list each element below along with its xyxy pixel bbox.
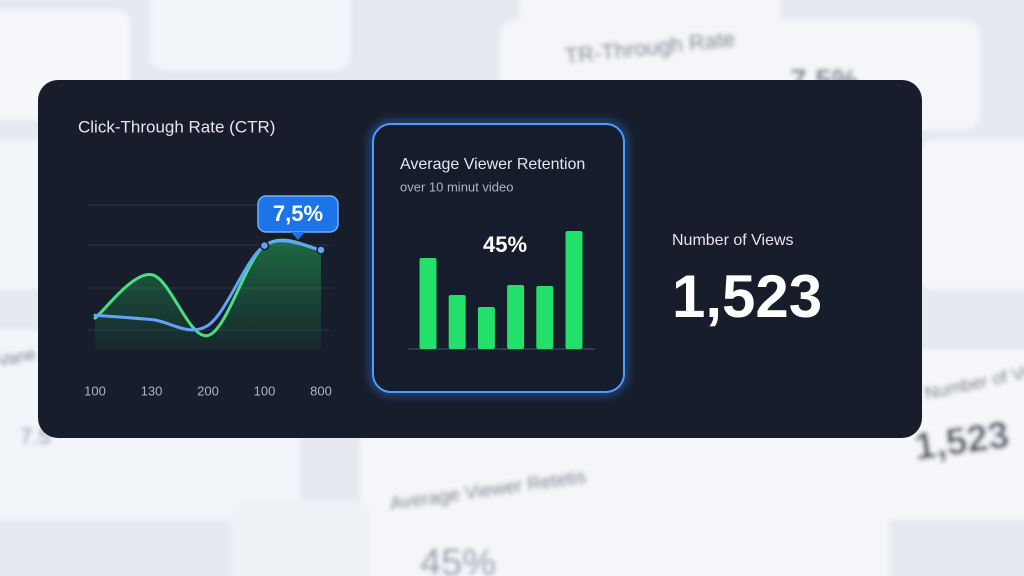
point <box>259 240 270 251</box>
bg-card <box>360 430 890 576</box>
callout-pointer <box>291 232 305 240</box>
views-value: 1,523 <box>672 263 822 330</box>
plots: 100 130 200 100 800 7,5% <box>84 195 583 398</box>
bg-card <box>230 500 370 576</box>
retention-subtitle: over 10 minut video <box>400 179 513 194</box>
bar <box>419 258 437 349</box>
x-tick-label: 800 <box>310 383 332 398</box>
bar <box>477 307 495 349</box>
bg-card <box>150 0 350 70</box>
x-tick-label: 100 <box>84 383 106 398</box>
area <box>95 240 321 350</box>
callout-text: 7,5% <box>273 201 323 226</box>
x-tick-label: 130 <box>141 383 163 398</box>
bg-card <box>0 140 50 290</box>
line <box>93 239 323 332</box>
ctr-title: Click-Through Rate (CTR) <box>78 117 275 136</box>
views-label: Number of Views <box>672 232 794 249</box>
bar <box>507 285 525 349</box>
bar <box>536 286 554 349</box>
retention-label: 45% <box>483 232 527 257</box>
bar <box>565 231 583 349</box>
bar <box>448 295 466 349</box>
x-tick-label: 200 <box>197 383 219 398</box>
x-tick-label: 100 <box>254 383 276 398</box>
bg-card <box>920 140 1024 290</box>
bg-text: 45% <box>420 542 496 576</box>
retention-title: Average Viewer Retention <box>400 156 585 173</box>
point <box>316 245 326 255</box>
